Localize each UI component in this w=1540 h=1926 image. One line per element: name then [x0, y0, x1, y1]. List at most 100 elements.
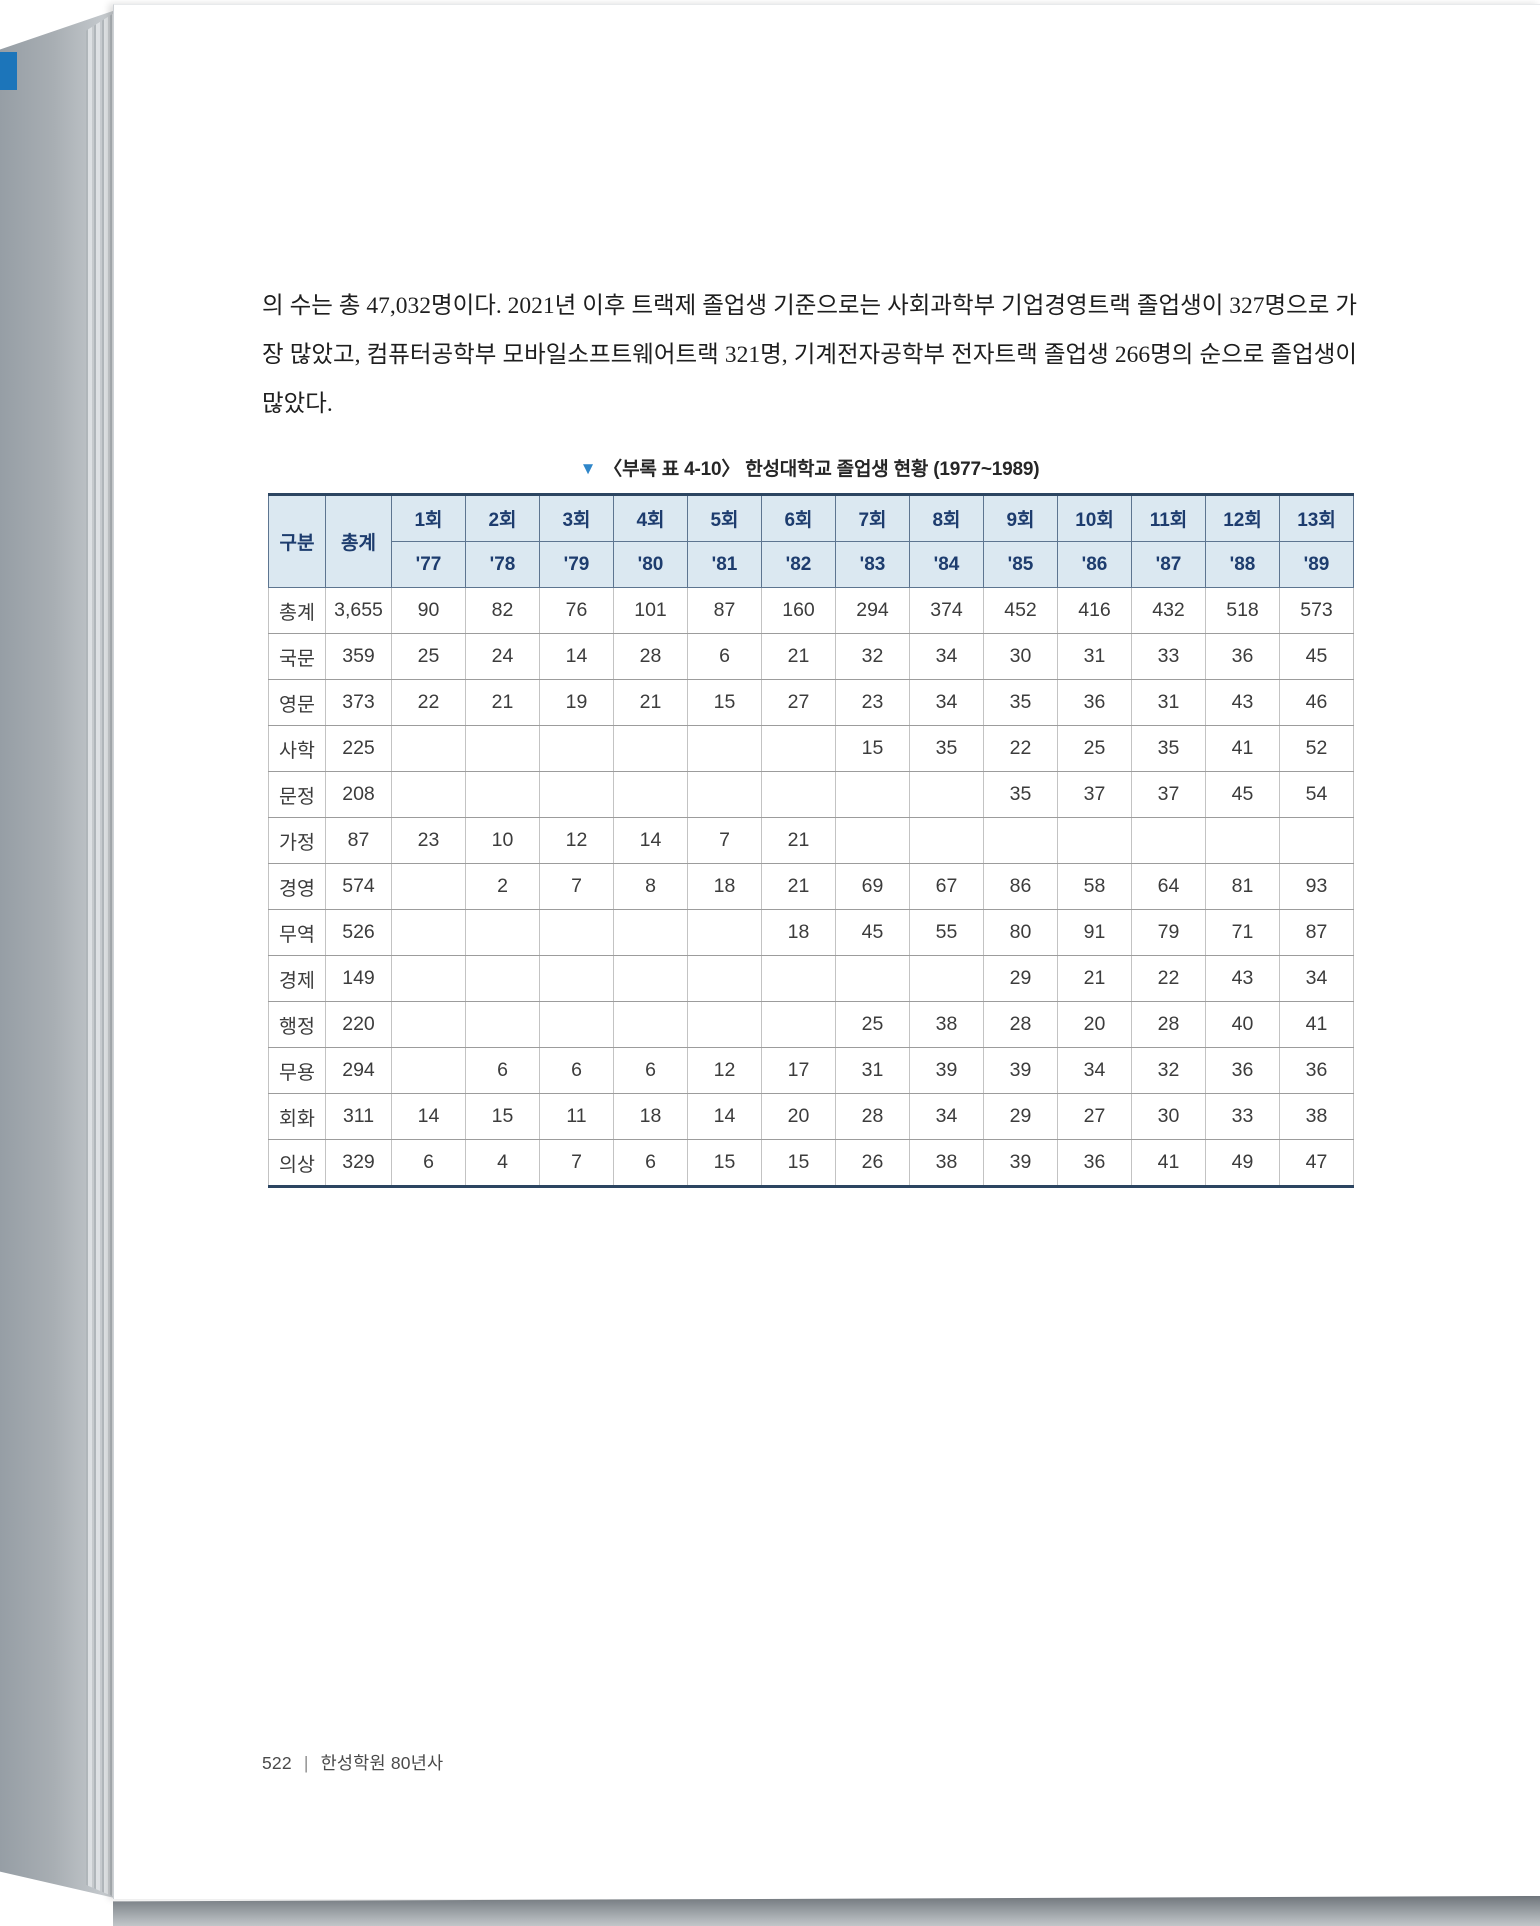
value-cell — [391, 955, 466, 1002]
value-cell: 86 — [983, 863, 1058, 910]
value-cell: 82 — [465, 587, 540, 634]
value-cell — [613, 725, 688, 772]
value-cell: 12 — [687, 1047, 762, 1094]
footer-page-number: 522 — [262, 1753, 292, 1773]
value-cell: 36 — [1057, 1139, 1132, 1187]
value-cell: 29 — [983, 955, 1058, 1002]
row-label-cell: 국문 — [268, 633, 326, 680]
row-total-cell: 526 — [325, 909, 392, 956]
row-label-cell: 문정 — [268, 771, 326, 818]
body-paragraph: 의 수는 총 47,032명이다. 2021년 이후 트랙제 졸업생 기준으로는… — [262, 293, 1357, 417]
value-cell: 6 — [391, 1139, 466, 1187]
value-cell: 35 — [909, 725, 984, 772]
value-cell — [539, 909, 614, 956]
value-cell: 25 — [1057, 725, 1132, 772]
value-cell: 38 — [909, 1139, 984, 1187]
value-cell: 28 — [1131, 1001, 1206, 1048]
value-cell: 37 — [1057, 771, 1132, 818]
value-cell: 23 — [391, 817, 466, 864]
table-row: 무용 294 6 6 6 12 17 31 39 39 34 32 36 36 — [268, 1047, 1354, 1094]
header-cell-session: 3회 — [539, 494, 614, 542]
value-cell — [391, 1001, 466, 1048]
value-cell: 6 — [687, 633, 762, 680]
value-cell: 452 — [983, 587, 1058, 634]
header-cell-session: 11회 — [1131, 494, 1206, 542]
value-cell: 18 — [613, 1093, 688, 1140]
value-cell: 15 — [835, 725, 910, 772]
row-label-cell: 무용 — [268, 1047, 326, 1094]
value-cell: 52 — [1279, 725, 1354, 772]
value-cell — [1279, 817, 1354, 864]
value-cell: 55 — [909, 909, 984, 956]
value-cell — [687, 955, 762, 1002]
value-cell — [539, 771, 614, 818]
row-total-cell: 87 — [325, 817, 392, 864]
header-cell-session: 1회 — [391, 494, 466, 542]
value-cell: 28 — [613, 633, 688, 680]
value-cell: 21 — [613, 679, 688, 726]
value-cell — [687, 725, 762, 772]
value-cell: 160 — [761, 587, 836, 634]
value-cell: 36 — [1205, 633, 1280, 680]
value-cell — [983, 817, 1058, 864]
value-cell: 34 — [909, 1093, 984, 1140]
header-cell-session: 10회 — [1057, 494, 1132, 542]
header-cell-year: '87 — [1131, 541, 1206, 588]
value-cell: 80 — [983, 909, 1058, 956]
value-cell — [465, 771, 540, 818]
value-cell — [687, 909, 762, 956]
value-cell: 11 — [539, 1093, 614, 1140]
value-cell: 518 — [1205, 587, 1280, 634]
value-cell: 10 — [465, 817, 540, 864]
value-cell: 573 — [1279, 587, 1354, 634]
row-label-cell: 경영 — [268, 863, 326, 910]
value-cell: 87 — [1279, 909, 1354, 956]
table-row: 무역 526 18 45 55 80 91 79 71 87 — [268, 909, 1354, 956]
value-cell: 17 — [761, 1047, 836, 1094]
header-cell-session: 5회 — [687, 494, 762, 542]
value-cell: 67 — [909, 863, 984, 910]
value-cell — [391, 863, 466, 910]
header-cell-total: 총계 — [325, 494, 392, 588]
row-label-cell: 의상 — [268, 1139, 326, 1187]
value-cell — [761, 1001, 836, 1048]
value-cell: 18 — [761, 909, 836, 956]
row-label-cell: 행정 — [268, 1001, 326, 1048]
value-cell — [909, 955, 984, 1002]
value-cell: 45 — [835, 909, 910, 956]
value-cell — [613, 955, 688, 1002]
value-cell — [687, 1001, 762, 1048]
row-label-cell: 경제 — [268, 955, 326, 1002]
header-row-years: '77'78'79'80'81'82'83'84'85'86'87'88'89 — [269, 541, 1354, 588]
table-marker-icon: ▼ — [579, 459, 597, 478]
value-cell — [465, 725, 540, 772]
table-row: 총계 3,655 90 82 76 101 87 160 294 374 452 416 432 518 5… — [268, 587, 1354, 634]
row-total-cell: 359 — [325, 633, 392, 680]
header-cell-session: 12회 — [1205, 494, 1280, 542]
value-cell: 27 — [761, 679, 836, 726]
value-cell: 32 — [1131, 1047, 1206, 1094]
value-cell — [909, 771, 984, 818]
value-cell — [909, 817, 984, 864]
header-cell-year: '86 — [1057, 541, 1132, 588]
value-cell — [761, 955, 836, 1002]
row-total-cell: 311 — [325, 1093, 392, 1140]
row-total-cell: 220 — [325, 1001, 392, 1048]
value-cell: 37 — [1131, 771, 1206, 818]
value-cell: 27 — [1057, 1093, 1132, 1140]
header-cell-session: 7회 — [835, 494, 910, 542]
value-cell: 33 — [1131, 633, 1206, 680]
value-cell: 21 — [761, 863, 836, 910]
table-header: 구분 총계 1회 2회 3회 4회 5회 6회 7회 8회 9회 10회 11회 12회 13회 '77'78… — [268, 494, 1354, 588]
header-cell-label: 구분 — [268, 494, 326, 588]
value-cell: 38 — [909, 1001, 984, 1048]
value-cell: 21 — [465, 679, 540, 726]
value-cell: 54 — [1279, 771, 1354, 818]
value-cell — [391, 909, 466, 956]
header-cell-year: '83 — [835, 541, 910, 588]
value-cell: 6 — [613, 1139, 688, 1187]
value-cell — [465, 909, 540, 956]
value-cell — [1057, 817, 1132, 864]
value-cell: 36 — [1057, 679, 1132, 726]
value-cell: 20 — [761, 1093, 836, 1140]
